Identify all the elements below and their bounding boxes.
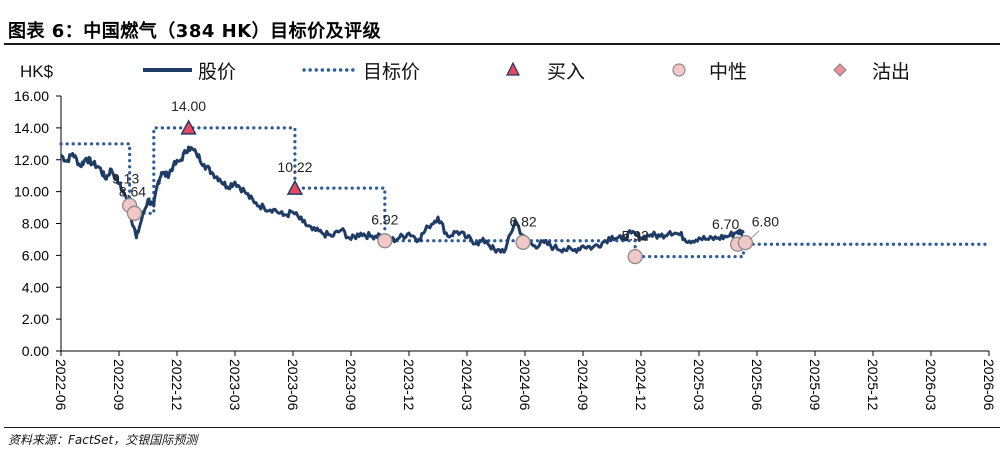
price-annotation-label: 6.92 (371, 212, 398, 228)
source-note: 资料来源：FactSet，交银国际预测 (8, 433, 198, 447)
target-price-line (59, 126, 991, 259)
legend-target-label: 目标价 (363, 61, 420, 83)
x-tick-group: 2022-06 2022-09 2022-12 2023-03 2023-06 2023-… (53, 351, 997, 411)
x-tick-label: 2025-06 (749, 359, 765, 411)
legend-hold-marker (672, 63, 686, 77)
share-price-line (59, 145, 745, 254)
price-annotation-label: 10.22 (277, 159, 312, 175)
x-tick-label: 2025-09 (807, 359, 823, 411)
y-tick-label: 4.00 (22, 279, 49, 295)
x-tick-label: 2024-06 (517, 359, 533, 411)
buy-marker (286, 179, 304, 195)
price-annotation-label: 6.82 (509, 213, 536, 229)
price-annotation-label: 6.80 (752, 214, 779, 230)
y-axis: 16.00 14.00 12.00 10.00 8.00 6.00 4.00 2.00 0.00 (14, 88, 62, 359)
legend-buy-marker (506, 61, 520, 76)
y-tick-label: 2.00 (22, 311, 49, 327)
price-annotation-label: 5.92 (622, 228, 649, 244)
legend: HK$ 股价 目标价 买入 中性 沽出 (20, 61, 910, 83)
legend-price-label: 股价 (198, 61, 236, 83)
y-tick-label: 16.00 (14, 88, 49, 104)
rating-events: 9.138.64 14.00 10.22 6.92 6.82 5.92 6.70 6.80 (112, 98, 779, 265)
x-tick-label: 2024-03 (459, 359, 475, 411)
x-tick-label: 2023-03 (227, 359, 243, 411)
title-divider (4, 43, 1000, 45)
x-tick-label: 2023-12 (401, 359, 417, 411)
y-tick-label: 14.00 (14, 120, 49, 136)
y-tick-label: 12.00 (14, 152, 49, 168)
x-tick-label: 2024-12 (633, 359, 649, 411)
x-tick-label: 2024-09 (575, 359, 591, 411)
hold-marker (515, 234, 531, 250)
share-price-series (59, 145, 745, 254)
legend-buy-label: 买入 (547, 61, 585, 83)
label-leader-line (749, 230, 760, 240)
x-tick-label: 2022-09 (111, 359, 127, 411)
x-tick-label: 2025-03 (691, 359, 707, 411)
x-tick-label: 2023-06 (285, 359, 301, 411)
hold-marker (126, 205, 143, 221)
chart-title: 图表 6：中国燃气（384 HK）目标价及评级 (8, 21, 382, 42)
price-annotation-label: 14.00 (171, 98, 206, 114)
legend-sell-marker (833, 63, 847, 77)
buy-marker (180, 119, 197, 135)
hold-marker (737, 234, 754, 251)
x-axis: 2022-06 2022-09 2022-12 2023-03 2023-06 2023-… (53, 350, 997, 411)
x-tick-label: 2023-09 (343, 359, 359, 411)
x-tick-label: 2025-12 (865, 359, 881, 411)
price-annotation-label: 6.70 (712, 216, 739, 232)
y-tick-group: 16.00 14.00 12.00 10.00 8.00 6.00 4.00 2.00 0.00 (14, 88, 61, 359)
footer-divider (4, 427, 1000, 428)
y-tick-label: 6.00 (22, 247, 49, 263)
x-tick-label: 2026-03 (923, 359, 939, 411)
y-tick-label: 0.00 (22, 343, 49, 359)
y-tick-label: 10.00 (14, 184, 49, 200)
price-annotation-label: 9.13 (112, 170, 139, 186)
legend-hold-label: 中性 (709, 61, 747, 83)
legend-sell-label: 沽出 (872, 61, 910, 83)
y-tick-label: 8.00 (22, 216, 49, 232)
y-unit-label: HK$ (20, 62, 54, 81)
x-tick-label: 2022-06 (53, 359, 69, 411)
target-price-series (59, 126, 991, 259)
hold-marker (377, 233, 393, 249)
x-tick-label: 2022-12 (169, 359, 185, 411)
x-tick-label: 2026-06 (981, 359, 997, 411)
price-annotation-label: 8.64 (119, 183, 146, 199)
hold-marker (627, 248, 643, 265)
